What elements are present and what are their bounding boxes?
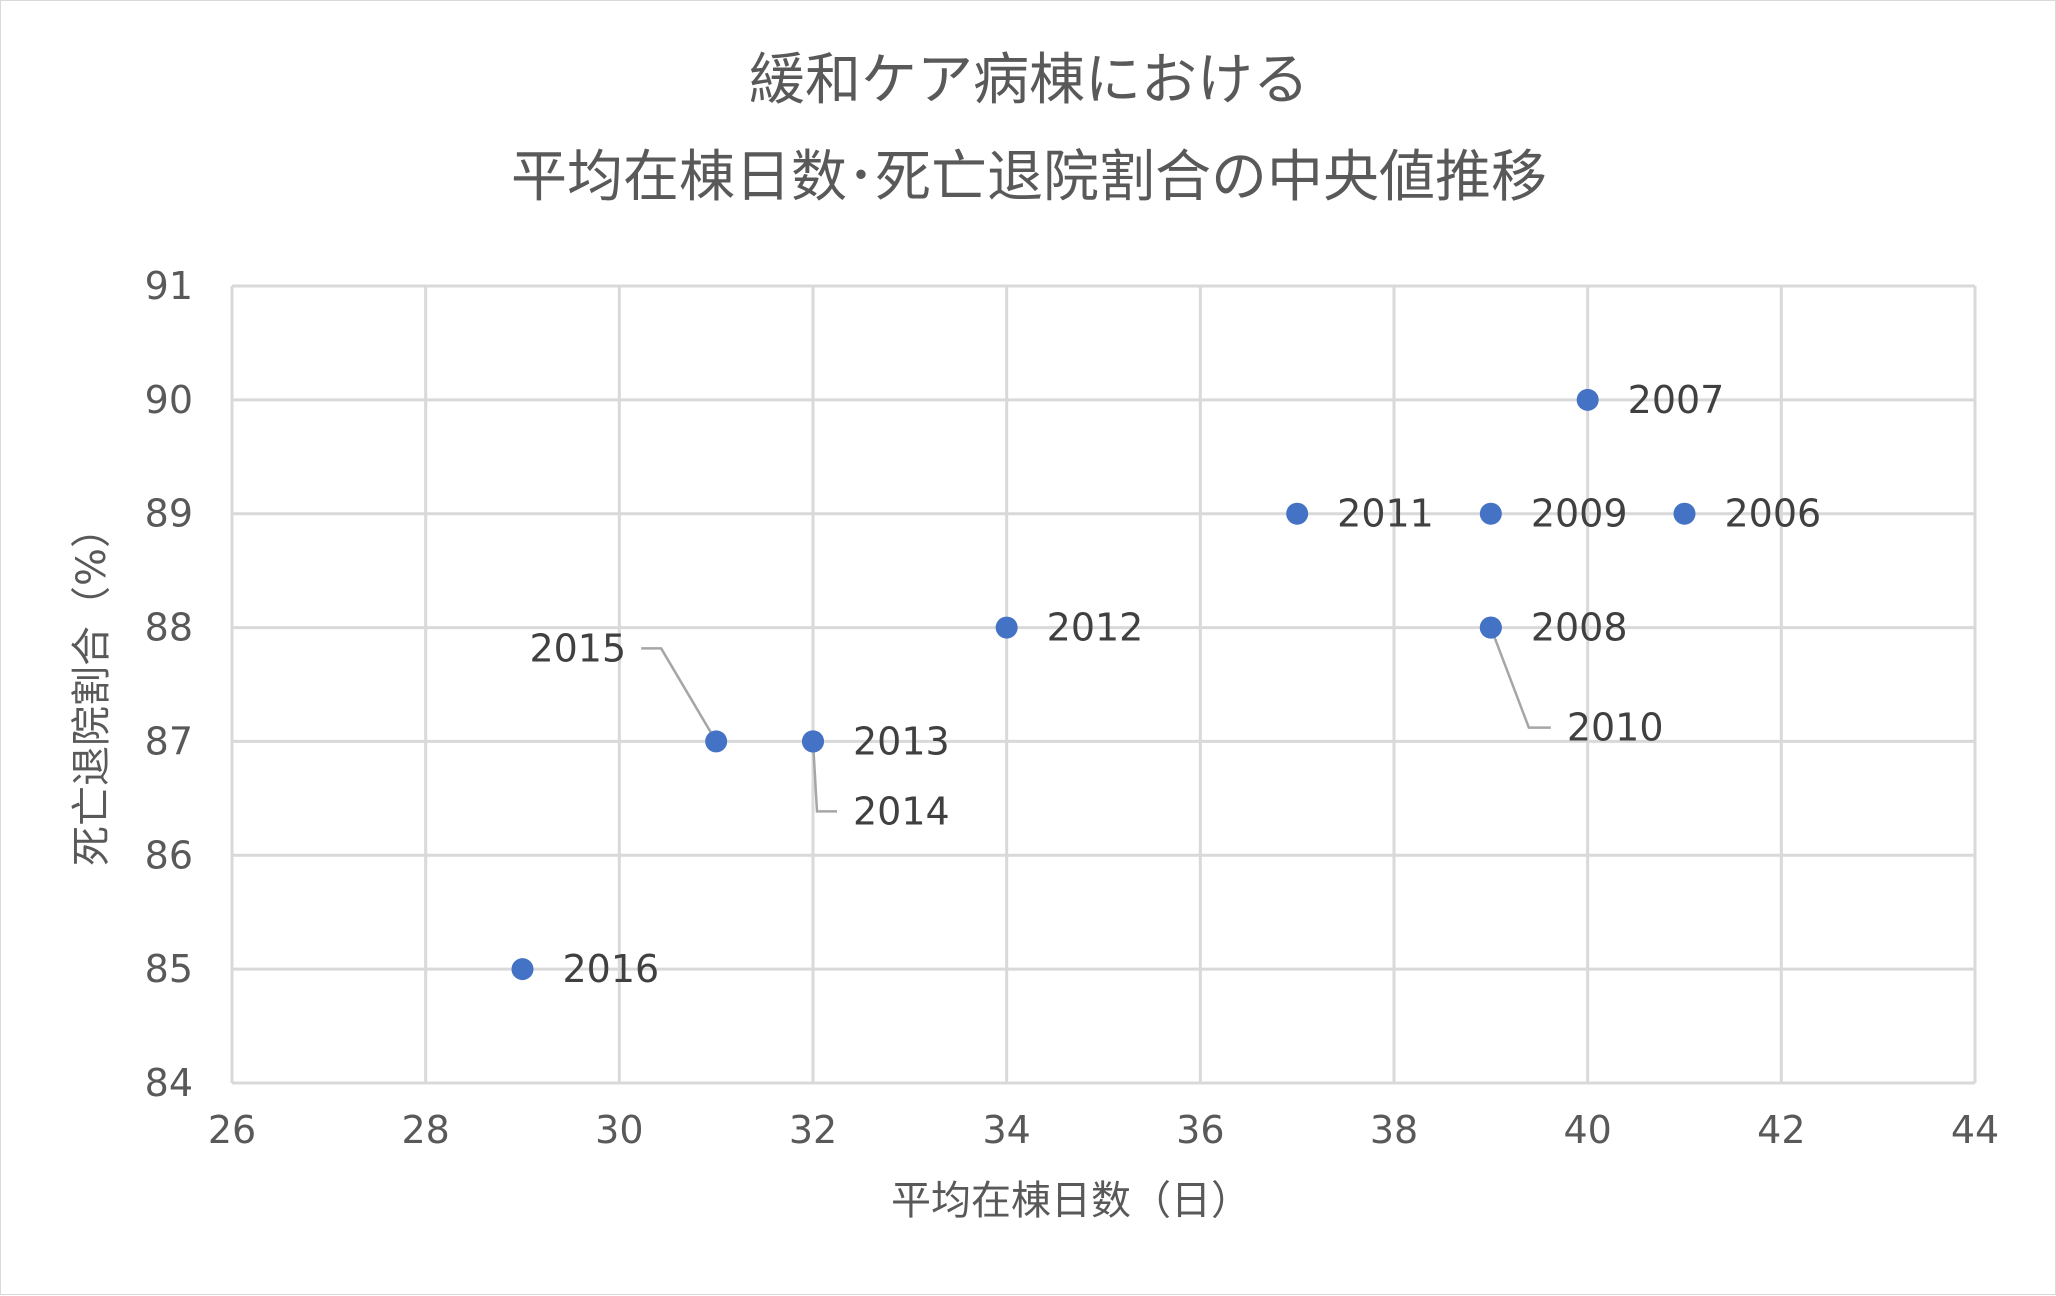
data-point-2015 (705, 730, 728, 753)
data-point-2012 (995, 616, 1018, 639)
x-tick-label: 40 (1563, 1108, 1611, 1152)
y-tick-label: 84 (145, 1061, 193, 1105)
y-tick-label: 86 (145, 833, 193, 877)
data-label-2015: 2015 (529, 626, 626, 670)
x-tick-label: 38 (1370, 1108, 1418, 1152)
data-label-2007: 2007 (1628, 378, 1725, 422)
x-tick-label: 42 (1757, 1108, 1805, 1152)
y-tick-label: 88 (145, 606, 193, 650)
data-point-2009 (1479, 502, 1502, 525)
data-label-2014: 2014 (853, 789, 950, 833)
data-point-2011 (1286, 502, 1309, 525)
x-tick-label: 28 (401, 1108, 449, 1152)
data-point-2016 (511, 958, 534, 981)
x-tick-label: 26 (208, 1108, 256, 1152)
y-tick-label: 89 (145, 492, 193, 536)
chart-title-line-1: 緩和ケア病棟における (749, 48, 1309, 113)
leader-lines (641, 627, 1551, 813)
data-labels: 2006 2007 2008 2009 2010 2011 2012 2013 2014 2015… (529, 378, 1821, 991)
data-label-2013: 2013 (853, 719, 950, 763)
leader-line-2014 (811, 741, 837, 813)
x-axis-title: 平均在棟日数（日） (891, 1178, 1251, 1224)
y-tick-label: 87 (145, 719, 193, 763)
x-tick-label: 34 (982, 1108, 1030, 1152)
data-label-2016: 2016 (563, 947, 660, 991)
data-label-2010: 2010 (1567, 706, 1664, 750)
data-label-2008: 2008 (1531, 606, 1628, 650)
chart-title-line-2: 平均在棟日数･死亡退院割合の中央値推移 (511, 145, 1547, 210)
data-label-2009: 2009 (1531, 492, 1628, 536)
leader-line-2015 (641, 647, 718, 743)
data-point-2014 (802, 730, 824, 753)
tick-labels: 26 28 30 32 34 36 38 40 42 44 84 85 86 87 88 89 90 91 (145, 264, 2000, 1152)
x-tick-label: 32 (789, 1108, 837, 1152)
data-points (511, 388, 1696, 981)
y-axis-title: 死亡退院割合（%） (69, 508, 115, 866)
y-tick-label: 85 (145, 947, 193, 991)
x-tick-label: 44 (1951, 1108, 1999, 1152)
data-point-2007 (1576, 388, 1599, 411)
leader-line-2010 (1489, 627, 1551, 729)
x-tick-label: 36 (1176, 1108, 1224, 1152)
y-tick-label: 90 (145, 378, 193, 422)
data-label-2006: 2006 (1725, 492, 1822, 536)
y-tick-label: 91 (145, 264, 193, 308)
x-tick-label: 30 (595, 1108, 643, 1152)
data-point-2006 (1673, 502, 1696, 525)
data-point-2010 (1479, 616, 1502, 639)
data-label-2012: 2012 (1047, 606, 1144, 650)
data-label-2011: 2011 (1337, 492, 1434, 536)
